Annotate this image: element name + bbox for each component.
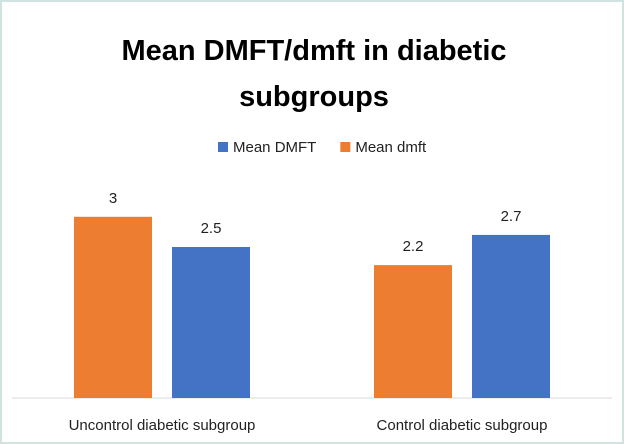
bar (172, 247, 250, 398)
x-tick-label: Control diabetic subgroup (377, 417, 548, 434)
data-label: 2.2 (403, 238, 424, 255)
x-tick-label: Uncontrol diabetic subgroup (69, 417, 256, 434)
legend-swatch (340, 142, 351, 152)
bar (74, 216, 152, 398)
bar (374, 265, 452, 398)
data-label: 3 (109, 190, 117, 207)
legend-swatch (218, 142, 228, 152)
bar (472, 234, 550, 398)
chart-title: Mean DMFT/dmft in diabetic subgroups (121, 35, 507, 113)
legend-label: Mean DMFT (233, 139, 316, 156)
data-label: 2.5 (201, 220, 222, 237)
legend-label: Mean dmft (355, 139, 427, 156)
data-label: 2.7 (501, 208, 522, 225)
